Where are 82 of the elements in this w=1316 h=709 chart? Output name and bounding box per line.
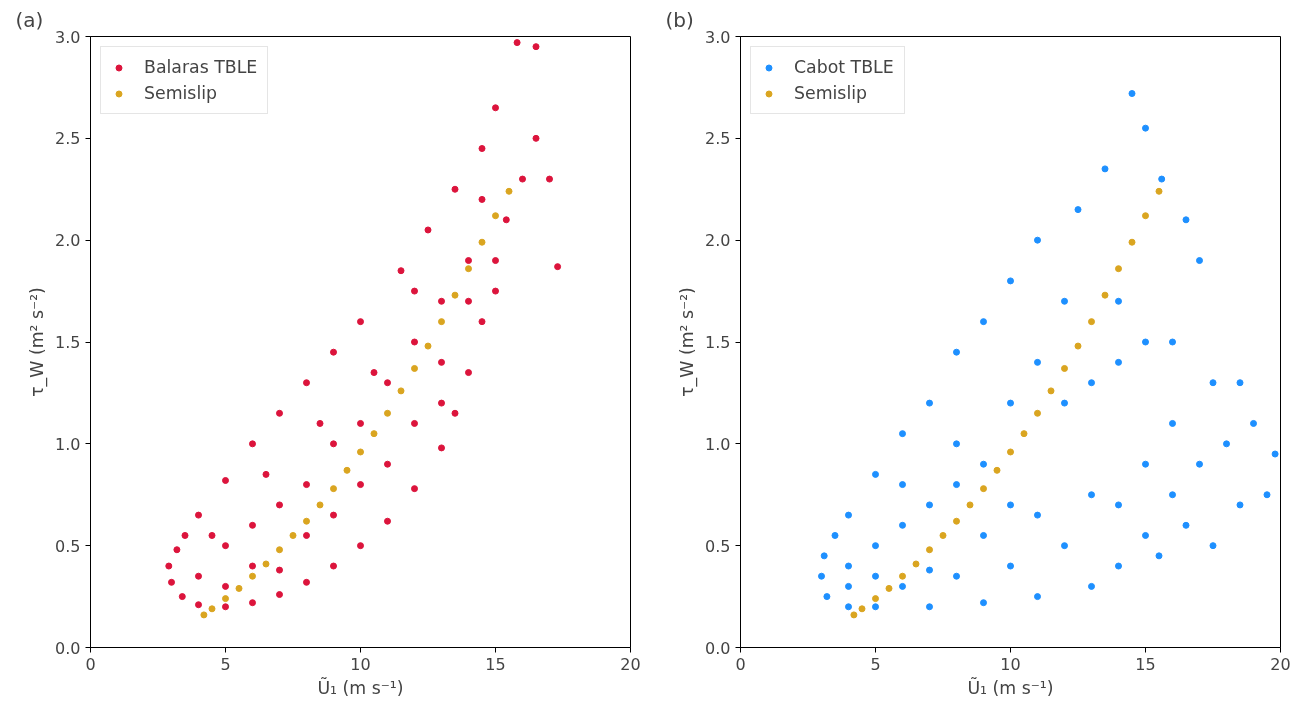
y-axis-title: τ_W (m² s⁻²)	[27, 287, 49, 397]
y-tick-label: 0.5	[705, 536, 731, 556]
point	[1034, 409, 1041, 417]
point	[411, 364, 418, 372]
point	[899, 572, 906, 580]
x-tick-label: 0	[735, 654, 746, 674]
point	[1101, 291, 1109, 299]
point	[953, 517, 960, 525]
point	[1115, 265, 1122, 273]
point	[1088, 318, 1095, 326]
point	[1142, 212, 1149, 220]
y-tick-label: 1.5	[705, 333, 731, 352]
point	[262, 560, 270, 568]
point	[276, 546, 283, 554]
point	[980, 485, 987, 493]
point	[384, 409, 391, 417]
point	[249, 572, 256, 580]
x-tick-label: 15	[1135, 654, 1156, 674]
y-tick-label: 1.0	[705, 434, 731, 454]
x-tick-label: 5	[870, 654, 881, 674]
point	[1020, 430, 1028, 438]
y-tick-label: 2.0	[55, 231, 81, 251]
point	[885, 584, 893, 592]
y-tick-label: 1.5	[55, 333, 81, 352]
x-axis-title: Ũ₁ (m s⁻¹)	[317, 676, 404, 698]
x-tick-label: 15	[485, 654, 506, 674]
point	[424, 342, 432, 350]
point	[465, 265, 472, 273]
point	[357, 448, 364, 456]
point	[208, 605, 216, 613]
point	[505, 187, 513, 195]
point	[966, 501, 974, 509]
point	[478, 238, 486, 246]
point	[303, 517, 310, 525]
point	[872, 595, 879, 603]
point	[451, 291, 459, 299]
y-tick-label: 3.0	[55, 27, 81, 47]
point	[200, 611, 208, 619]
point	[1074, 342, 1082, 350]
legend-label: Cabot TBLE	[794, 57, 894, 77]
y-tick-label: 3.0	[705, 27, 731, 47]
point	[316, 501, 324, 509]
point	[370, 430, 378, 438]
point	[993, 466, 1001, 474]
point	[850, 611, 858, 619]
x-tick-label: 20	[1270, 654, 1291, 674]
y-tick-label: 0.0	[55, 638, 81, 658]
y-tick-label: 2.5	[55, 129, 81, 149]
point	[858, 605, 866, 613]
point	[438, 318, 445, 326]
point	[1007, 448, 1014, 456]
x-tick-label: 0	[85, 654, 96, 674]
x-tick-label: 5	[220, 654, 231, 674]
y-tick-label: 0.5	[55, 536, 81, 556]
x-tick-label: 10	[1000, 654, 1021, 674]
point	[289, 531, 297, 539]
point	[492, 212, 499, 220]
y-axis-title: τ_W (m² s⁻²)	[677, 287, 699, 397]
x-axis-title: Ũ₁ (m s⁻¹)	[967, 676, 1054, 698]
point	[222, 595, 229, 603]
point	[1047, 387, 1055, 395]
point	[330, 485, 337, 493]
point	[1155, 187, 1163, 195]
point	[939, 531, 947, 539]
y-tick-label: 1.0	[55, 434, 81, 454]
point	[1061, 364, 1068, 372]
point	[1128, 238, 1136, 246]
legend-label: Semislip	[144, 83, 218, 103]
y-tick-label: 2.5	[705, 129, 731, 149]
y-tick-label: 0.0	[705, 638, 731, 658]
point	[343, 466, 351, 474]
point	[397, 387, 405, 395]
chart-title: (a)	[15, 7, 44, 32]
chart-title: (b)	[665, 7, 694, 32]
point	[926, 546, 933, 554]
y-tick-label: 2.0	[705, 231, 731, 251]
point	[235, 584, 243, 592]
x-tick-label: 10	[350, 654, 371, 674]
legend-label: Semislip	[794, 83, 868, 103]
legend-label: Balaras TBLE	[144, 57, 258, 77]
point	[912, 560, 920, 568]
x-tick-label: 20	[620, 654, 641, 674]
